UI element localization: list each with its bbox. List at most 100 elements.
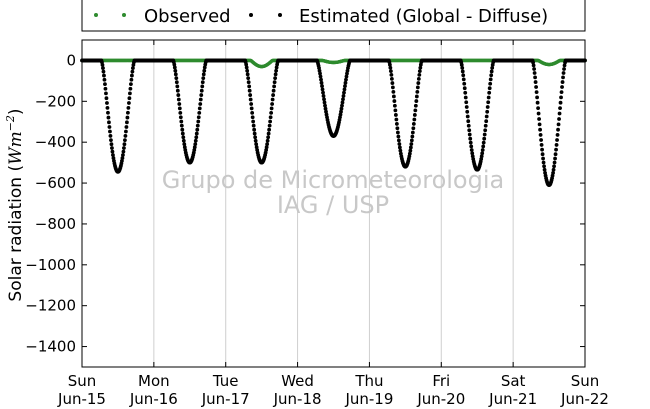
y-tick-label: −800: [35, 215, 76, 233]
estimated-point: [198, 102, 203, 106]
estimated-point: [244, 65, 249, 70]
estimated-point: [200, 80, 205, 85]
estimated-point: [252, 131, 257, 136]
estimated-point: [414, 94, 419, 99]
estimated-point: [394, 117, 399, 122]
estimated-point: [562, 63, 567, 68]
estimated-point: [340, 103, 344, 108]
estimated-point: [536, 111, 541, 116]
estimated-point: [192, 148, 197, 152]
estimated-point: [395, 130, 400, 135]
estimated-point: [253, 138, 258, 143]
estimated-point: [555, 133, 560, 137]
estimated-point: [245, 68, 250, 73]
estimated-point: [265, 142, 270, 147]
estimated-point: [181, 135, 186, 140]
estimated-point: [342, 87, 347, 92]
estimated-point: [177, 102, 182, 106]
y-axis-unit-open: (: [6, 165, 26, 172]
estimated-point: [415, 89, 420, 94]
estimated-point: [322, 100, 327, 105]
estimated-point: [553, 152, 558, 157]
estimated-point: [488, 77, 493, 82]
estimated-point: [462, 81, 467, 86]
estimated-point: [537, 117, 541, 121]
estimated-point: [264, 145, 269, 150]
estimated-point: [343, 80, 348, 85]
estimated-point: [251, 123, 256, 128]
estimated-point: [199, 88, 204, 93]
estimated-point: [177, 106, 182, 111]
estimated-point: [552, 164, 556, 169]
estimated-point: [274, 65, 279, 70]
estimated-point: [253, 135, 258, 140]
estimated-point: [558, 100, 563, 105]
estimated-point: [273, 72, 278, 77]
estimated-point: [466, 123, 471, 128]
estimated-point: [106, 110, 110, 115]
estimated-point: [250, 110, 255, 115]
estimated-point: [193, 138, 198, 143]
estimated-point: [489, 69, 494, 74]
estimated-point: [181, 138, 186, 143]
estimated-point: [199, 93, 204, 97]
estimated-point: [342, 90, 346, 95]
estimated-point: [110, 149, 115, 154]
legend-marker-observed: [122, 13, 126, 17]
x-tick-label-date: Jun-19: [344, 390, 393, 408]
estimated-point: [409, 142, 414, 146]
x-tick-label-date: Jun-21: [488, 390, 537, 408]
estimated-point: [470, 151, 475, 156]
x-tick-label-day: Fri: [432, 372, 450, 390]
estimated-point: [415, 85, 420, 90]
estimated-point: [417, 69, 422, 74]
estimated-point: [559, 95, 563, 100]
y-axis-unit-close: ): [6, 108, 26, 115]
estimated-point: [173, 68, 178, 73]
x-tick-label-day: Thu: [354, 372, 383, 390]
estimated-point: [249, 102, 254, 106]
estimated-point: [202, 68, 207, 73]
estimated-point: [174, 80, 179, 85]
estimated-point: [202, 65, 207, 70]
estimated-point: [129, 77, 134, 82]
estimated-point: [412, 113, 417, 117]
estimated-point: [480, 151, 485, 156]
estimated-point: [465, 114, 470, 119]
estimated-point: [200, 84, 205, 89]
estimated-point: [246, 76, 251, 81]
estimated-point: [468, 136, 473, 141]
estimated-point: [174, 76, 179, 81]
legend-marker-observed: [94, 13, 98, 17]
estimated-point: [104, 96, 109, 101]
estimated-point: [532, 67, 537, 71]
estimated-point: [245, 72, 250, 77]
estimated-point: [417, 72, 422, 77]
y-tick-label: −1400: [25, 338, 76, 356]
estimated-point: [391, 89, 396, 94]
estimated-point: [469, 148, 474, 152]
estimated-point: [247, 84, 252, 89]
estimated-point: [323, 106, 328, 111]
estimated-point: [392, 99, 397, 103]
estimated-point: [479, 154, 484, 159]
y-axis-unit-exp: −2: [4, 115, 17, 131]
x-tick-label-date: Jun-22: [560, 390, 609, 408]
estimated-point: [480, 148, 485, 152]
estimated-point: [122, 142, 127, 147]
estimated-point: [554, 143, 559, 147]
estimated-point: [394, 122, 399, 126]
estimated-point: [109, 138, 113, 143]
estimated-point: [540, 152, 545, 157]
estimated-point: [539, 138, 543, 142]
grid: [153, 40, 514, 367]
estimated-point: [127, 101, 131, 105]
estimated-point: [398, 148, 403, 153]
estimated-point: [247, 88, 252, 93]
y-tick-label: 0: [66, 51, 76, 69]
estimated-point: [459, 62, 464, 67]
estimated-point: [488, 81, 493, 86]
estimated-point: [320, 87, 325, 92]
estimated-point: [172, 65, 177, 70]
estimated-point: [534, 90, 539, 94]
